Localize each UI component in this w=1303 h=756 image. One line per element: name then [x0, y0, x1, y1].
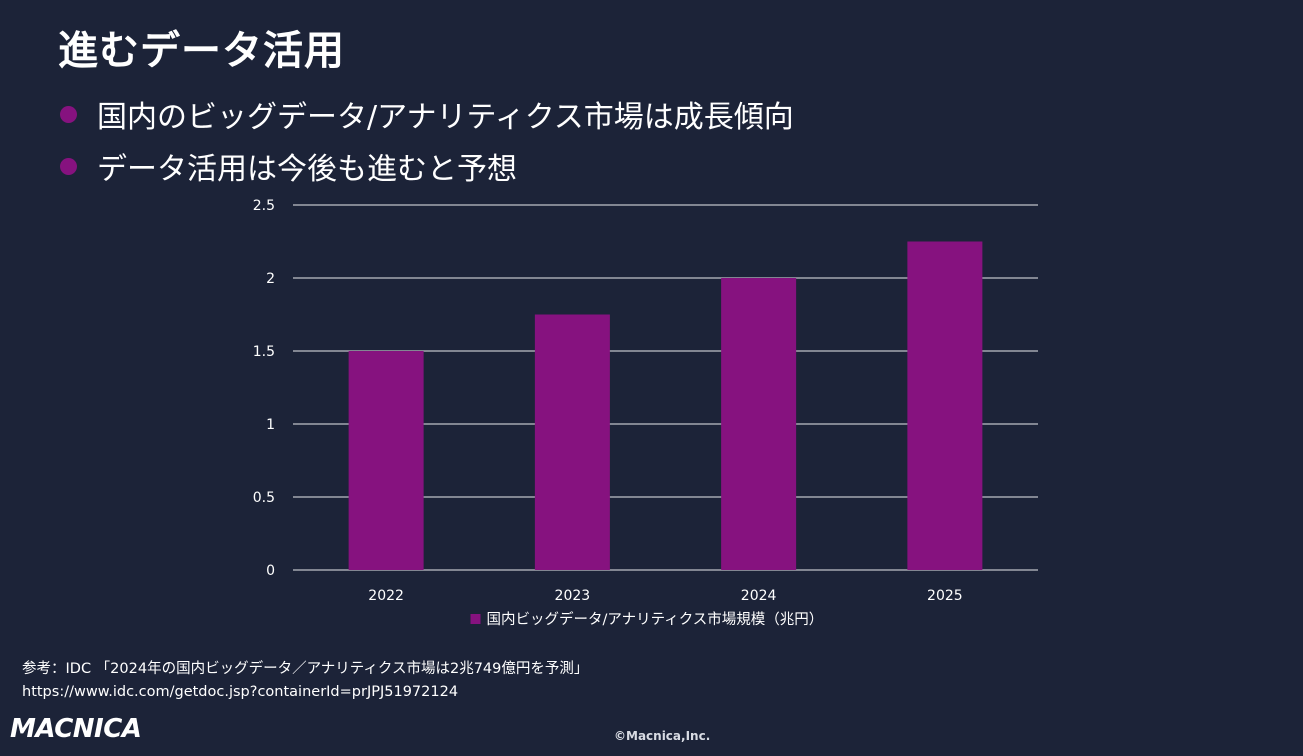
bullet-dot-icon: [60, 157, 77, 175]
y-tick-label: 1.5: [253, 344, 275, 360]
copyright-text: ©Macnica,Inc.: [614, 729, 711, 743]
source-url[interactable]: https://www.idc.com/getdoc.jsp?container…: [22, 684, 459, 700]
x-tick-label: 2024: [741, 588, 777, 604]
bar: [721, 278, 797, 570]
bullet-text: データ活用は今後も進むと予想: [97, 152, 517, 187]
y-tick-label: 2: [266, 271, 275, 287]
bar: [534, 314, 610, 570]
source-note: 参考：IDC 「2024年の国内ビッグデータ／アナリティクス市場は2兆749億円…: [22, 658, 588, 704]
bullet-list: 国内のビッグデータ/アナリティクス市場は成長傾向 データ活用は今後も進むと予想: [60, 88, 794, 192]
bullet-item: 国内のビッグデータ/アナリティクス市場は成長傾向: [60, 88, 794, 140]
y-tick-label: 0: [266, 563, 275, 579]
y-tick-label: 0.5: [253, 490, 275, 506]
source-reference: 参考：IDC 「2024年の国内ビッグデータ／アナリティクス市場は2兆749億円…: [22, 661, 589, 677]
x-tick-label: 2022: [368, 588, 404, 604]
bar: [907, 241, 983, 570]
x-tick-label: 2023: [555, 588, 591, 604]
legend-label: 国内ビッグデータ/アナリティクス市場規模（兆円）: [487, 610, 824, 628]
bar-chart: 0 0.5 1 1.5 2 2.5 2022 2023 2024 2025 国内ビッグデータ/アナリ…: [253, 198, 1038, 628]
macnica-logo: MACNICA: [10, 714, 142, 744]
legend-swatch: [470, 614, 481, 624]
y-tick-label: 1: [266, 417, 275, 433]
bullet-text: 国内のビッグデータ/アナリティクス市場は成長傾向: [97, 100, 794, 135]
y-tick-label: 2.5: [253, 198, 275, 214]
slide-title: 進むデータ活用: [58, 28, 345, 74]
x-tick-label: 2025: [927, 588, 963, 604]
bar: [348, 351, 424, 570]
bullet-dot-icon: [60, 105, 77, 123]
bullet-item: データ活用は今後も進むと予想: [60, 140, 794, 192]
